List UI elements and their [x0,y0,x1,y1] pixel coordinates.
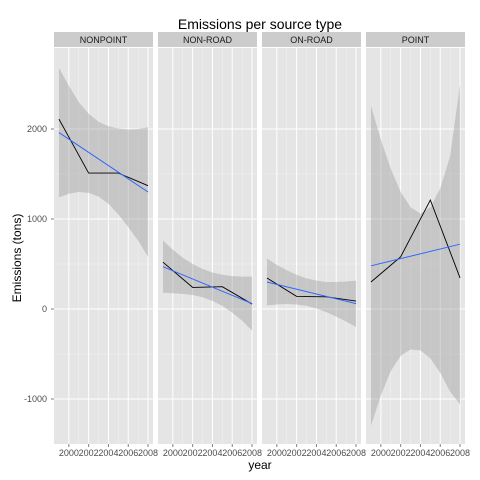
x-tick-label: 2008 [242,448,262,458]
x-tick-label: 2000 [267,448,287,458]
facet-strip-label: POINT [402,35,430,45]
x-tick-label: 2006 [222,448,242,458]
x-tick-label: 2002 [183,448,203,458]
x-tick-label: 2008 [346,448,366,458]
x-tick-label: 2002 [391,448,411,458]
panel-background [262,48,361,444]
x-tick-label: 2006 [118,448,138,458]
facet-panel-on-road: ON-ROAD 2000 2002 2004 2006 2008 [262,32,366,458]
facet-panel-nonpoint: NONPOINT 2000 2002 2004 2006 2008 [54,32,158,458]
y-tick-label: -1000 [24,394,47,404]
x-tick-label: 2004 [306,448,326,458]
observed-series-line [370,199,461,283]
observed-series-line [266,277,357,302]
panel-background [54,48,153,444]
observed-series-line [162,261,253,305]
panel-background [366,48,465,444]
trend-line [162,266,253,305]
facet-strip [262,32,361,47]
trend-line [370,243,461,267]
x-tick-label: 2004 [98,448,118,458]
x-tick-label: 2004 [410,448,430,458]
y-tick-label: 2000 [27,124,47,134]
x-tick-label: 2000 [371,448,391,458]
facet-strip-label: NONPOINT [80,35,128,45]
panel-grid [366,48,465,444]
facet-strip [158,32,257,47]
facet-panel-non-road: NON-ROAD 2000 2002 2004 2006 2008 [158,32,262,458]
facet-strip [54,32,153,47]
y-tick-label: 1000 [27,214,47,224]
y-axis-title: Emissions (tons) [10,214,24,303]
x-tick-label: 2008 [450,448,470,458]
x-tick-label: 2002 [79,448,99,458]
x-tick-label: 2006 [326,448,346,458]
x-tick-label: 2000 [59,448,79,458]
panel-grid [158,48,257,444]
x-tick-label: 2008 [138,448,158,458]
x-tick-label: 2002 [287,448,307,458]
x-tick-label: 2006 [430,448,450,458]
x-tick-label: 2004 [202,448,222,458]
x-axis-title: year [248,458,271,472]
x-tick-label: 2000 [163,448,183,458]
panel-grid [262,48,361,444]
facet-strip-label: ON-ROAD [290,35,333,45]
y-axis: -1000 0 1000 2000 [24,124,54,404]
trend-line [58,132,149,193]
facet-strip [366,32,465,47]
y-tick-label: 0 [42,304,47,314]
panel-grid [54,48,153,444]
observed-series-line [58,118,149,187]
chart-title: Emissions per source type [178,16,342,32]
facet-strip-label: NON-ROAD [183,35,232,45]
panel-background [158,48,257,444]
trend-line [266,281,357,305]
facet-panel-point: POINT 2000 2002 2004 2006 2008 [366,32,470,458]
